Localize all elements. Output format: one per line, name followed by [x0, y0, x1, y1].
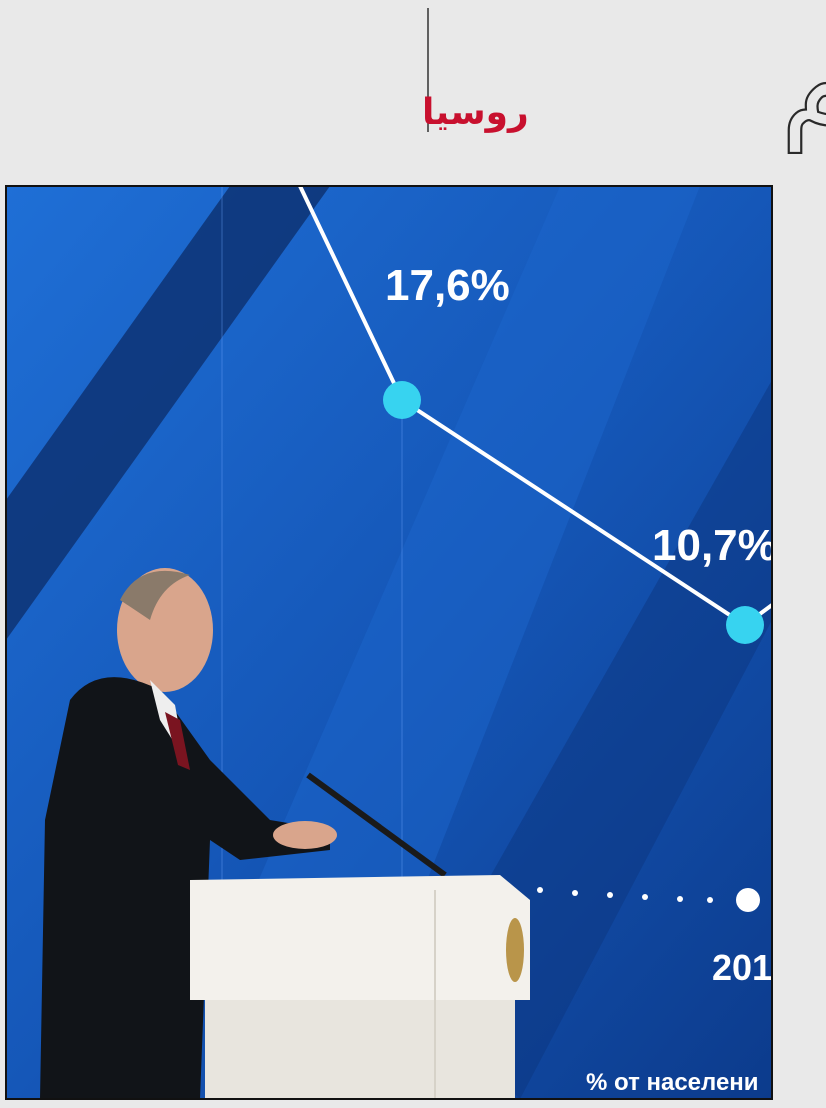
- photo: 17,6% 10,7% 2012 % от населени: [6, 186, 792, 1099]
- screen-dot: [726, 606, 764, 644]
- screen-dot: [383, 381, 421, 419]
- screen-label: % от населени: [586, 1069, 759, 1096]
- screen-label: 10,7%: [652, 521, 777, 570]
- page: العالم روسيا 17,6% 10,7% 2012 % от насел…: [0, 0, 826, 1108]
- screen-label: 2012: [712, 947, 792, 988]
- screen-label: 17,6%: [385, 261, 510, 310]
- speaker-hand: [273, 821, 337, 849]
- section-label: روسيا: [422, 92, 529, 133]
- header-title: العالم: [780, 4, 826, 153]
- podium-top: [190, 875, 530, 1000]
- podium-emblem: [506, 918, 524, 982]
- podium-base: [205, 1000, 515, 1099]
- page-canvas: العالم روسيا 17,6% 10,7% 2012 % от насел…: [0, 0, 826, 1108]
